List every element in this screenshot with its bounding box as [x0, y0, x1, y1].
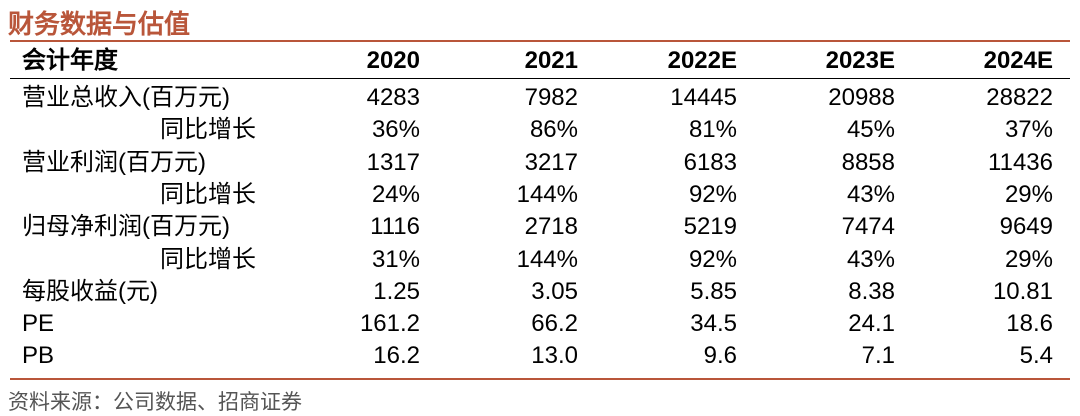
row-label: 每股收益(元)	[22, 277, 158, 305]
value-cell: 36%	[371, 116, 420, 144]
value-cell: 4283	[366, 84, 420, 111]
value-cell: 43%	[846, 245, 895, 273]
value-cell: 92%	[688, 245, 737, 273]
header-cell: 会计年度	[22, 47, 118, 74]
value-cell: 144%	[516, 245, 578, 273]
source: 资料来源：公司数据、招商证券	[8, 390, 302, 414]
value-cell: 86%	[529, 116, 578, 144]
header-cell: 2021	[524, 47, 578, 74]
row-label: 同比增长	[160, 116, 256, 144]
row-label: PE	[22, 310, 55, 338]
row-label: 同比增长	[160, 180, 256, 208]
value-cell: 144%	[516, 180, 578, 208]
value-cell: 66.2	[531, 310, 578, 338]
value-cell: 31%	[371, 245, 420, 273]
value-cell: 2718	[524, 213, 578, 241]
value-cell: 5.85	[690, 277, 737, 305]
value-cell: 161.2	[359, 310, 420, 338]
title: 财务数据与估值	[8, 10, 191, 39]
value-cell: 1116	[370, 213, 420, 241]
value-cell: 5219	[683, 213, 737, 241]
value-cell: 11436	[988, 148, 1053, 176]
value-cell: 8.38	[848, 277, 895, 305]
header-cell: 2024E	[983, 47, 1053, 74]
row-label: 同比增长	[160, 245, 256, 273]
value-cell: 3.05	[531, 277, 578, 305]
header-cell: 2022E	[667, 47, 737, 74]
value-cell: 18.6	[1006, 310, 1053, 338]
value-cell: 29%	[1004, 245, 1053, 273]
value-cell: 24%	[371, 180, 420, 208]
value-cell: 7474	[841, 213, 895, 241]
header-cell: 2023E	[825, 47, 895, 74]
title-rule	[10, 40, 1070, 42]
value-cell: 16.2	[373, 342, 420, 370]
value-cell: 81%	[688, 116, 737, 144]
value-cell: 9.6	[703, 342, 737, 370]
value-cell: 43%	[846, 180, 895, 208]
value-cell: 28822	[986, 84, 1053, 111]
value-cell: 1.25	[373, 277, 420, 305]
value-cell: 92%	[688, 180, 737, 208]
header-rule	[10, 78, 1070, 79]
value-cell: 5.4	[1019, 342, 1053, 370]
row-label: PB	[22, 342, 55, 370]
value-cell: 8858	[841, 148, 895, 176]
header-cell: 2020	[366, 47, 420, 74]
value-cell: 7.1	[861, 342, 895, 370]
value-cell: 34.5	[690, 310, 737, 338]
value-cell: 1317	[366, 148, 420, 176]
value-cell: 13.0	[531, 342, 578, 370]
value-cell: 37%	[1004, 116, 1053, 144]
value-cell: 20988	[828, 84, 895, 111]
bottom-rule	[10, 378, 1070, 380]
row-label: 营业总收入(百万元)	[22, 84, 230, 111]
value-cell: 9649	[999, 213, 1053, 241]
row-label: 归母净利润(百万元)	[22, 213, 230, 241]
value-cell: 45%	[846, 116, 895, 144]
value-cell: 14445	[670, 84, 737, 111]
value-cell: 7982	[524, 84, 578, 111]
value-cell: 24.1	[848, 310, 895, 338]
value-cell: 3217	[524, 148, 578, 176]
row-label: 营业利润(百万元)	[22, 148, 206, 176]
value-cell: 6183	[683, 148, 737, 176]
value-cell: 29%	[1004, 180, 1053, 208]
value-cell: 10.81	[992, 277, 1053, 305]
